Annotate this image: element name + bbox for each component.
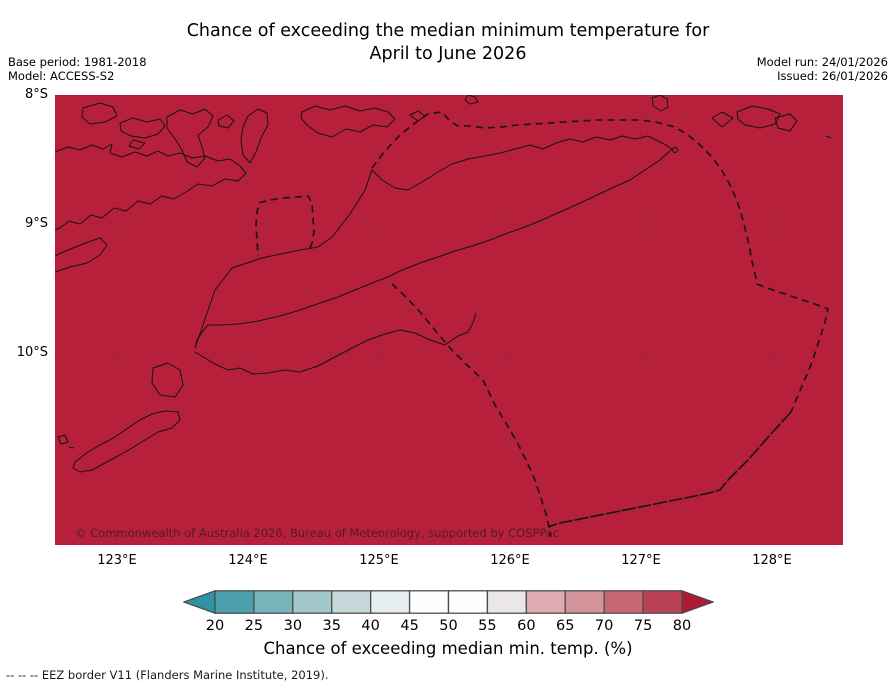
eez-border-north-east	[371, 111, 829, 413]
xtick-label-4: 127°E	[621, 553, 661, 568]
copyright-notice: © Commonwealth of Australia 2026, Bureau…	[75, 526, 560, 540]
island-pantar	[240, 108, 269, 164]
colorbar-segment-5	[408, 590, 450, 614]
eez-borders	[255, 111, 829, 537]
colorbar-segment-10	[603, 590, 644, 614]
islet-ne-corner	[825, 135, 832, 139]
colorbar-tick-70: 70	[594, 618, 614, 634]
title-line-1: Chance of exceeding the median minimum t…	[186, 21, 710, 41]
islets-west-of-rote	[57, 434, 75, 449]
colorbar-tick-25: 25	[244, 618, 264, 634]
map-canvas	[54, 94, 843, 545]
colorbar-segment-4	[370, 590, 411, 614]
colorbar-tick-80: 80	[672, 618, 692, 634]
xtick-label-1: 124°E	[228, 553, 268, 568]
page-title: Chance of exceeding the median minimum t…	[0, 20, 896, 66]
colorbar-tick-45: 45	[400, 618, 419, 634]
colorbar-segment-2	[292, 590, 333, 614]
colorbar-tick-20: 20	[205, 618, 225, 634]
colorbar	[182, 589, 715, 615]
island-solor	[128, 139, 146, 150]
colorbar-segment-0	[214, 590, 255, 614]
island-alor	[300, 105, 396, 138]
xtick-label-0: 123°E	[97, 553, 137, 568]
islet-top-edge	[464, 94, 479, 105]
island-atauro	[651, 94, 669, 112]
colorbar-svg	[182, 589, 715, 615]
colorbar-over-arrow	[681, 589, 715, 615]
colorbar-tick-30: 30	[283, 618, 303, 634]
island-jaco	[672, 147, 678, 153]
colorbar-tick-50: 50	[439, 618, 458, 634]
probability-field-above-80	[55, 95, 843, 545]
eez-border-south-dashed	[391, 283, 551, 537]
map-svg	[54, 94, 843, 545]
colorbar-segment-6	[447, 590, 489, 614]
run-metadata-right: Model run: 24/01/2026 Issued: 26/01/2026	[757, 55, 888, 83]
colorbar-segment-11	[642, 590, 683, 614]
colorbar-segment-3	[331, 590, 372, 614]
colorbar-segment-9	[564, 590, 605, 614]
colorbar-segments	[214, 590, 683, 614]
xtick-label-2: 125°E	[359, 553, 399, 568]
title-line-2: April to June 2026	[369, 44, 527, 64]
island-flores-north-blob	[81, 102, 118, 125]
island-east-of-kisar	[774, 113, 798, 132]
eez-footnote: -- -- -- EEZ border V11 (Flanders Marine…	[6, 668, 329, 682]
colorbar-segment-7	[486, 590, 527, 614]
colorbar-segment-8	[525, 590, 566, 614]
coast-west-timor-south	[194, 312, 477, 375]
base-period-label: Base period: 1981-2018	[8, 55, 147, 69]
run-metadata-left: Base period: 1981-2018 Model: ACCESS-S2	[8, 55, 147, 83]
island-rote	[72, 410, 181, 473]
colorbar-tick-75: 75	[633, 618, 653, 634]
xtick-label-3: 126°E	[490, 553, 530, 568]
ytick-label-2: 10°S	[16, 345, 48, 360]
coast-timor-south	[194, 148, 673, 349]
island-kisar-group	[736, 105, 781, 129]
colorbar-tick-40: 40	[361, 618, 380, 634]
island-semau	[151, 362, 184, 398]
graticule	[55, 95, 843, 545]
coast-timor-north	[194, 135, 673, 349]
model-run-label: Model run: 24/01/2026	[756, 55, 888, 69]
ytick-label-0: 8°S	[24, 87, 48, 102]
eez-border-southeast-solid	[547, 411, 792, 528]
model-label: Model: ACCESS-S2	[8, 69, 115, 83]
colorbar-caption: Chance of exceeding median min. temp. (%…	[263, 639, 633, 658]
xtick-label-5: 128°E	[752, 553, 792, 568]
issued-label: Issued: 26/01/2026	[777, 69, 888, 83]
colorbar-tick-60: 60	[517, 618, 536, 634]
coast-flores-south	[54, 237, 108, 273]
colorbar-tick-55: 55	[478, 618, 497, 634]
island-lembata	[166, 108, 214, 168]
ytick-label-1: 9°S	[24, 216, 48, 231]
island-liran	[711, 111, 734, 128]
colorbar-tick-65: 65	[556, 618, 575, 634]
coastlines	[54, 94, 832, 473]
colorbar-segment-1	[253, 590, 294, 614]
islet-between	[217, 114, 235, 129]
eez-border-oecusse-pocket	[255, 195, 315, 257]
colorbar-under-arrow	[182, 589, 216, 615]
island-adonara	[119, 117, 166, 139]
island-flores	[54, 143, 247, 231]
colorbar-tick-35: 35	[322, 618, 341, 634]
